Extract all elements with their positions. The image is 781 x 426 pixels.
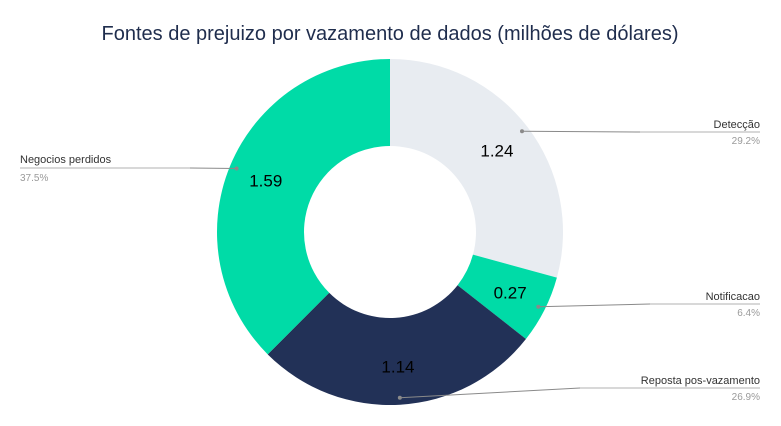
slice-notificacao (457, 254, 557, 340)
percent-label-deteccao: 29.2% (732, 136, 760, 147)
category-label-notificacao: Notificacao (706, 291, 760, 303)
category-label-negocios-perdidos: Negocios perdidos (20, 154, 112, 166)
percent-label-notificacao: 6.4% (737, 308, 760, 319)
value-label-deteccao: 1.24 (480, 141, 513, 160)
value-label-reposta-pos-vazamento: 1.14 (381, 357, 414, 376)
slice-negocios-perdidos (217, 59, 390, 355)
category-label-deteccao: Detecção (714, 119, 760, 131)
percent-label-reposta-pos-vazamento: 26.9% (732, 392, 760, 403)
labels-group: 1.24 Detecção 29.2% 0.27 Notificacao 6.4% 1.14… (20, 119, 760, 403)
slice-reposta-pos-vazamento (267, 285, 526, 405)
percent-label-negocios-perdidos: 37.5% (20, 173, 48, 184)
leader-line-notificacao (538, 303, 651, 308)
slice-deteccao (390, 59, 563, 278)
value-label-notificacao: 0.27 (494, 284, 527, 303)
chart-title: Fontes de prejuizo por vazamento de dado… (102, 23, 679, 45)
value-label-negocios-perdidos: 1.59 (249, 172, 282, 191)
category-label-reposta-pos-vazamento: Reposta pos-vazamento (641, 375, 760, 387)
slices-group (217, 59, 563, 405)
leader-line-reposta-pos-vazamento (399, 387, 581, 399)
leader-line-deteccao (522, 130, 641, 133)
